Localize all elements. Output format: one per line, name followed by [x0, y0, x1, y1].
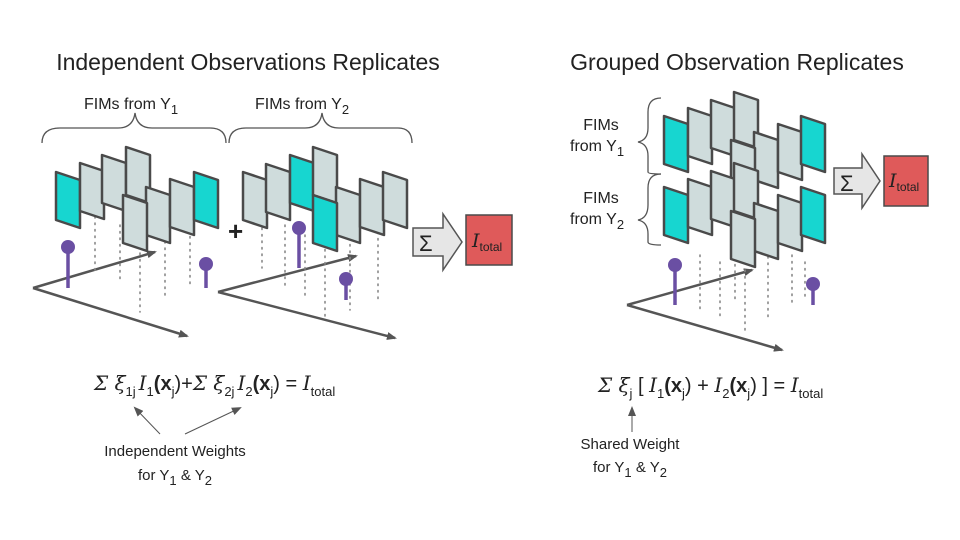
left-note-line2: for Y1 & Y2: [138, 467, 212, 488]
fim-matrix-y1: [168, 177, 196, 237]
right-fim-group: [626, 90, 827, 352]
fim-matrix-y1: [144, 185, 172, 245]
fim-matrix-y2: [358, 177, 386, 237]
left-equation: Σ ξ1j I1(xj)+Σ ξ2j I2(xj) = Itotal: [93, 371, 335, 399]
left-total-box: [465, 214, 513, 266]
fim-matrix-y2: [381, 170, 409, 230]
right-brace-y2-line2: from Y2: [570, 211, 624, 232]
fim-matrix-y2: [334, 185, 362, 245]
right-note-line1: Shared Weight: [581, 436, 681, 453]
fim-matrix-y1: [799, 114, 827, 174]
left-brace-y2: [228, 112, 413, 144]
left-obs-pin: [61, 240, 75, 254]
fim-matrix-y2: [729, 209, 757, 269]
right-axes-axis-b: [626, 303, 784, 352]
right-obs-pin: [668, 258, 682, 272]
fim-matrix-y1: [54, 170, 82, 230]
right-brace-y2-line1: FIMs: [583, 190, 619, 207]
right-brace-y1: [637, 97, 662, 175]
right-brace-y1-line1: FIMs: [583, 117, 619, 134]
right-obs-pin: [806, 277, 820, 291]
left-brace-y1-label: FIMs from Y1: [84, 96, 178, 117]
left-axes-1-axis-b: [32, 286, 189, 338]
left-obs-pin: [292, 221, 306, 235]
left-note-arrow-2: [184, 407, 242, 435]
right-sum-symbol: Σ: [840, 171, 854, 196]
fim-matrix-y2: [686, 177, 714, 237]
fim-matrix-y2: [799, 185, 827, 245]
left-axes-2-axis-a: [217, 254, 358, 294]
right-sum-arrow: [833, 151, 881, 211]
fim-matrix-y1: [686, 106, 714, 166]
fim-matrix-y2: [776, 193, 804, 253]
right-brace-y2: [637, 173, 662, 246]
fim-matrix-y1: [78, 161, 106, 221]
fim-matrix-y2: [264, 162, 292, 222]
right-axes-axis-a: [626, 268, 754, 307]
right-total-label: Itotal: [888, 170, 919, 194]
left-note-arrow-1: [133, 406, 161, 435]
left-sum-arrow: [412, 211, 463, 273]
left-sum-symbol: Σ: [419, 231, 433, 256]
right-note-line2: for Y1 & Y2: [593, 459, 667, 480]
fim-matrix-y1: [192, 170, 220, 230]
left-brace-y1: [41, 112, 227, 144]
fim-matrix-y1: [662, 114, 690, 174]
right-brace-y1-line2: from Y1: [570, 138, 624, 159]
fim-matrix-y1: [776, 122, 804, 182]
fim-matrix-y1: [121, 193, 149, 253]
fim-matrix-y2: [752, 201, 780, 261]
left-axes-1-axis-a: [32, 250, 157, 290]
right-total-box: [883, 155, 929, 207]
left-total-label: Itotal: [471, 230, 502, 254]
left-axes-2-axis-b: [217, 290, 397, 340]
right-equation: Σ ξj [ I1(xj) + I2(xj) ] = Itotal: [597, 373, 823, 401]
fim-matrix-y2: [288, 153, 316, 213]
left-fim-group: [32, 145, 409, 340]
left-obs-pin: [339, 272, 353, 286]
plus-sign: +: [228, 216, 243, 246]
left-obs-pin: [199, 257, 213, 271]
left-brace-y2-label: FIMs from Y2: [255, 96, 349, 117]
fim-matrix-y2: [662, 185, 690, 245]
fim-matrix-y2: [241, 170, 269, 230]
right-title: Grouped Observation Replicates: [570, 49, 904, 75]
fim-matrix-y2: [311, 193, 339, 253]
left-title: Independent Observations Replicates: [56, 49, 440, 75]
fim-matrix-y2: [311, 145, 339, 205]
left-note-line1: Independent Weights: [104, 443, 246, 460]
